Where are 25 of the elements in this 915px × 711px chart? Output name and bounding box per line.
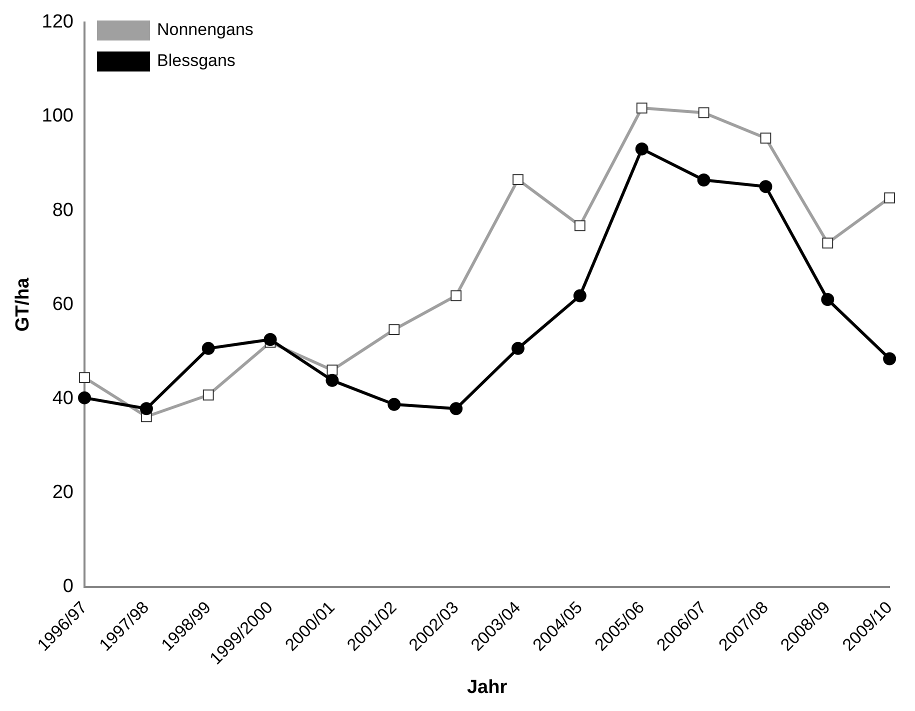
- point: [140, 402, 153, 416]
- point: [202, 342, 215, 355]
- y-tick-label: 60: [52, 294, 74, 315]
- point: [883, 352, 896, 366]
- point: [635, 142, 648, 156]
- point: [512, 342, 525, 355]
- point: [821, 293, 834, 306]
- point: [78, 391, 91, 404]
- y-tick-label: 0: [62, 576, 74, 598]
- y-axis-title: GT/ha: [12, 277, 34, 332]
- point: [326, 374, 339, 387]
- point: [697, 174, 710, 187]
- y-tick-label: 120: [42, 12, 74, 33]
- point: [388, 398, 401, 411]
- y-tick-label: 20: [52, 482, 74, 504]
- y-tick-label: 40: [52, 388, 74, 409]
- point: [759, 180, 772, 194]
- point: [450, 402, 463, 416]
- y-tick-label: 100: [42, 106, 74, 127]
- x-axis-title: Jahr: [466, 676, 508, 698]
- point: [264, 332, 277, 346]
- point: [573, 289, 586, 302]
- legend-label: Nonnengans: [157, 20, 254, 40]
- legend-label: Blessgans: [157, 51, 236, 70]
- y-tick-label: 80: [52, 200, 74, 221]
